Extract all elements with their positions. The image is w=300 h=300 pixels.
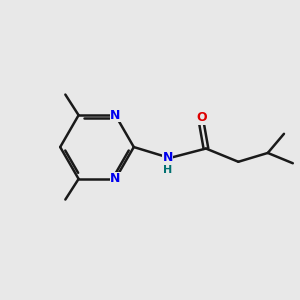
Text: H: H [163, 165, 172, 175]
Text: N: N [110, 109, 121, 122]
Text: N: N [110, 172, 121, 185]
Text: O: O [196, 111, 207, 124]
Text: N: N [163, 151, 173, 164]
